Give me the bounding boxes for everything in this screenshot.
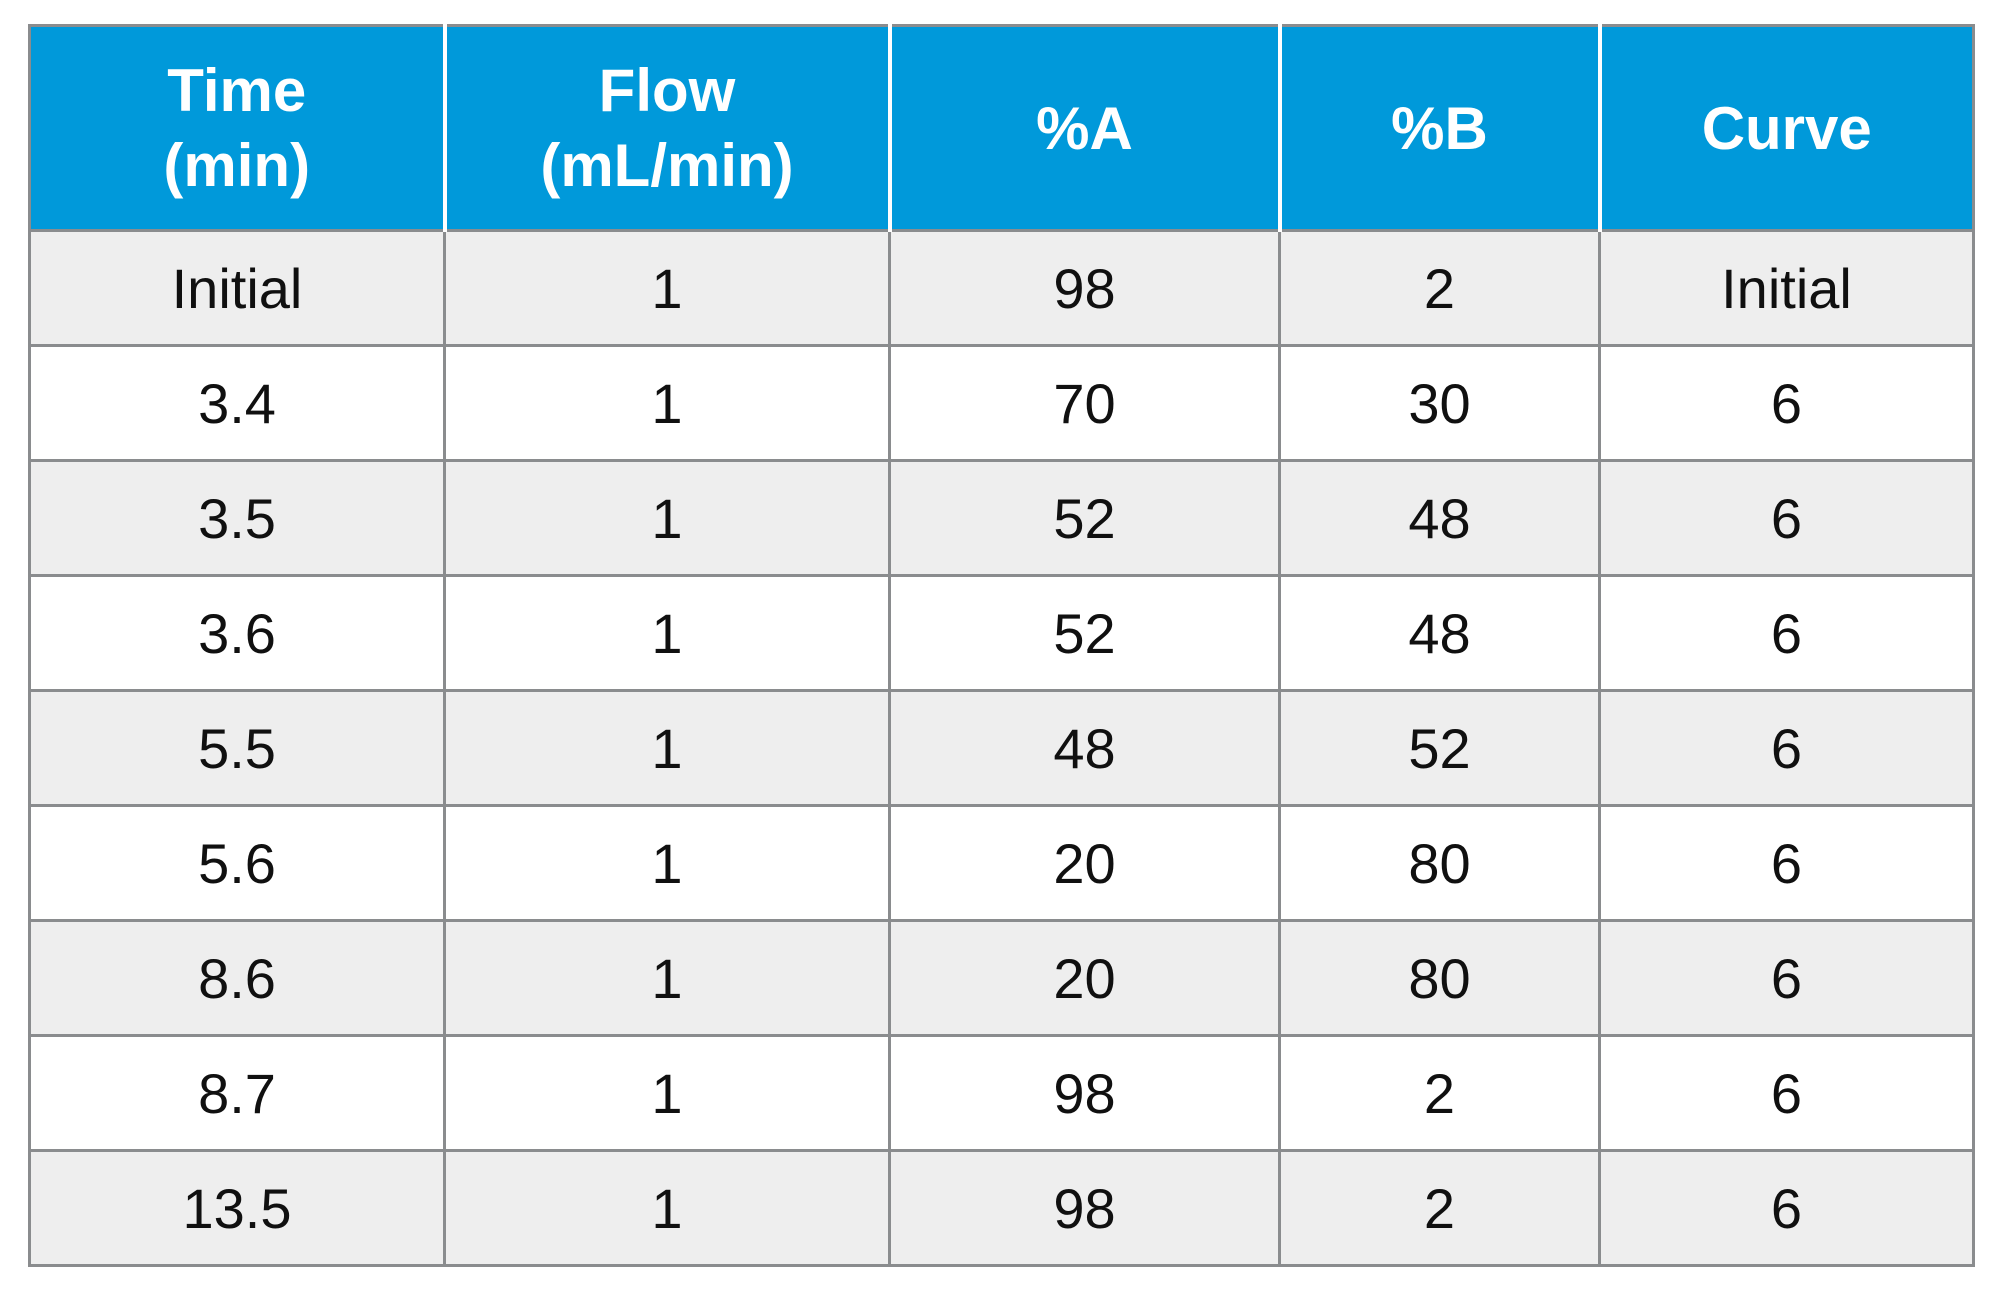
- table-cell: 80: [1280, 921, 1600, 1036]
- table-cell: 5.6: [30, 806, 445, 921]
- table-cell: 52: [890, 461, 1280, 576]
- table-cell: 1: [445, 806, 890, 921]
- table-cell: 6: [1600, 1151, 1974, 1266]
- gradient-table-header-row: Time (min)Flow (mL/min)%A%BCurve: [30, 26, 1974, 231]
- table-cell: 98: [890, 231, 1280, 346]
- table-cell: 6: [1600, 691, 1974, 806]
- table-cell: 20: [890, 806, 1280, 921]
- column-header: Time (min): [30, 26, 445, 231]
- column-header: Flow (mL/min): [445, 26, 890, 231]
- table-row: 3.6152486: [30, 576, 1974, 691]
- table-cell: 2: [1280, 231, 1600, 346]
- table-cell: 3.6: [30, 576, 445, 691]
- column-header: Curve: [1600, 26, 1974, 231]
- gradient-table-head: Time (min)Flow (mL/min)%A%BCurve: [30, 26, 1974, 231]
- table-row: 5.5148526: [30, 691, 1974, 806]
- table-cell: 70: [890, 346, 1280, 461]
- table-cell: 13.5: [30, 1151, 445, 1266]
- table-cell: 6: [1600, 461, 1974, 576]
- table-row: 3.5152486: [30, 461, 1974, 576]
- table-row: 8.6120806: [30, 921, 1974, 1036]
- table-cell: 6: [1600, 576, 1974, 691]
- table-row: 13.519826: [30, 1151, 1974, 1266]
- table-cell: 6: [1600, 806, 1974, 921]
- table-cell: 6: [1600, 1036, 1974, 1151]
- table-cell: 6: [1600, 921, 1974, 1036]
- table-cell: 6: [1600, 346, 1974, 461]
- table-cell: 2: [1280, 1151, 1600, 1266]
- table-cell: 1: [445, 1151, 890, 1266]
- table-row: 5.6120806: [30, 806, 1974, 921]
- table-cell: 20: [890, 921, 1280, 1036]
- table-cell: 2: [1280, 1036, 1600, 1151]
- table-cell: 5.5: [30, 691, 445, 806]
- table-row: Initial1982Initial: [30, 231, 1974, 346]
- table-cell: 52: [1280, 691, 1600, 806]
- table-cell: 1: [445, 1036, 890, 1151]
- table-cell: 1: [445, 346, 890, 461]
- gradient-table-body: Initial1982Initial3.41703063.51524863.61…: [30, 231, 1974, 1266]
- table-cell: 1: [445, 231, 890, 346]
- table-cell: 48: [1280, 461, 1600, 576]
- table-cell: 8.7: [30, 1036, 445, 1151]
- table-cell: 48: [890, 691, 1280, 806]
- table-cell: 98: [890, 1151, 1280, 1266]
- table-cell: 1: [445, 691, 890, 806]
- table-cell: 3.5: [30, 461, 445, 576]
- table-row: 8.719826: [30, 1036, 1974, 1151]
- table-cell: 1: [445, 921, 890, 1036]
- table-row: 3.4170306: [30, 346, 1974, 461]
- table-cell: Initial: [30, 231, 445, 346]
- table-cell: 52: [890, 576, 1280, 691]
- table-cell: 8.6: [30, 921, 445, 1036]
- table-cell: 1: [445, 576, 890, 691]
- table-cell: 98: [890, 1036, 1280, 1151]
- table-cell: 80: [1280, 806, 1600, 921]
- table-cell: 1: [445, 461, 890, 576]
- table-cell: 30: [1280, 346, 1600, 461]
- table-cell: 3.4: [30, 346, 445, 461]
- table-cell: 48: [1280, 576, 1600, 691]
- table-cell: Initial: [1600, 231, 1974, 346]
- column-header: %A: [890, 26, 1280, 231]
- column-header: %B: [1280, 26, 1600, 231]
- gradient-table: Time (min)Flow (mL/min)%A%BCurve Initial…: [28, 24, 1975, 1267]
